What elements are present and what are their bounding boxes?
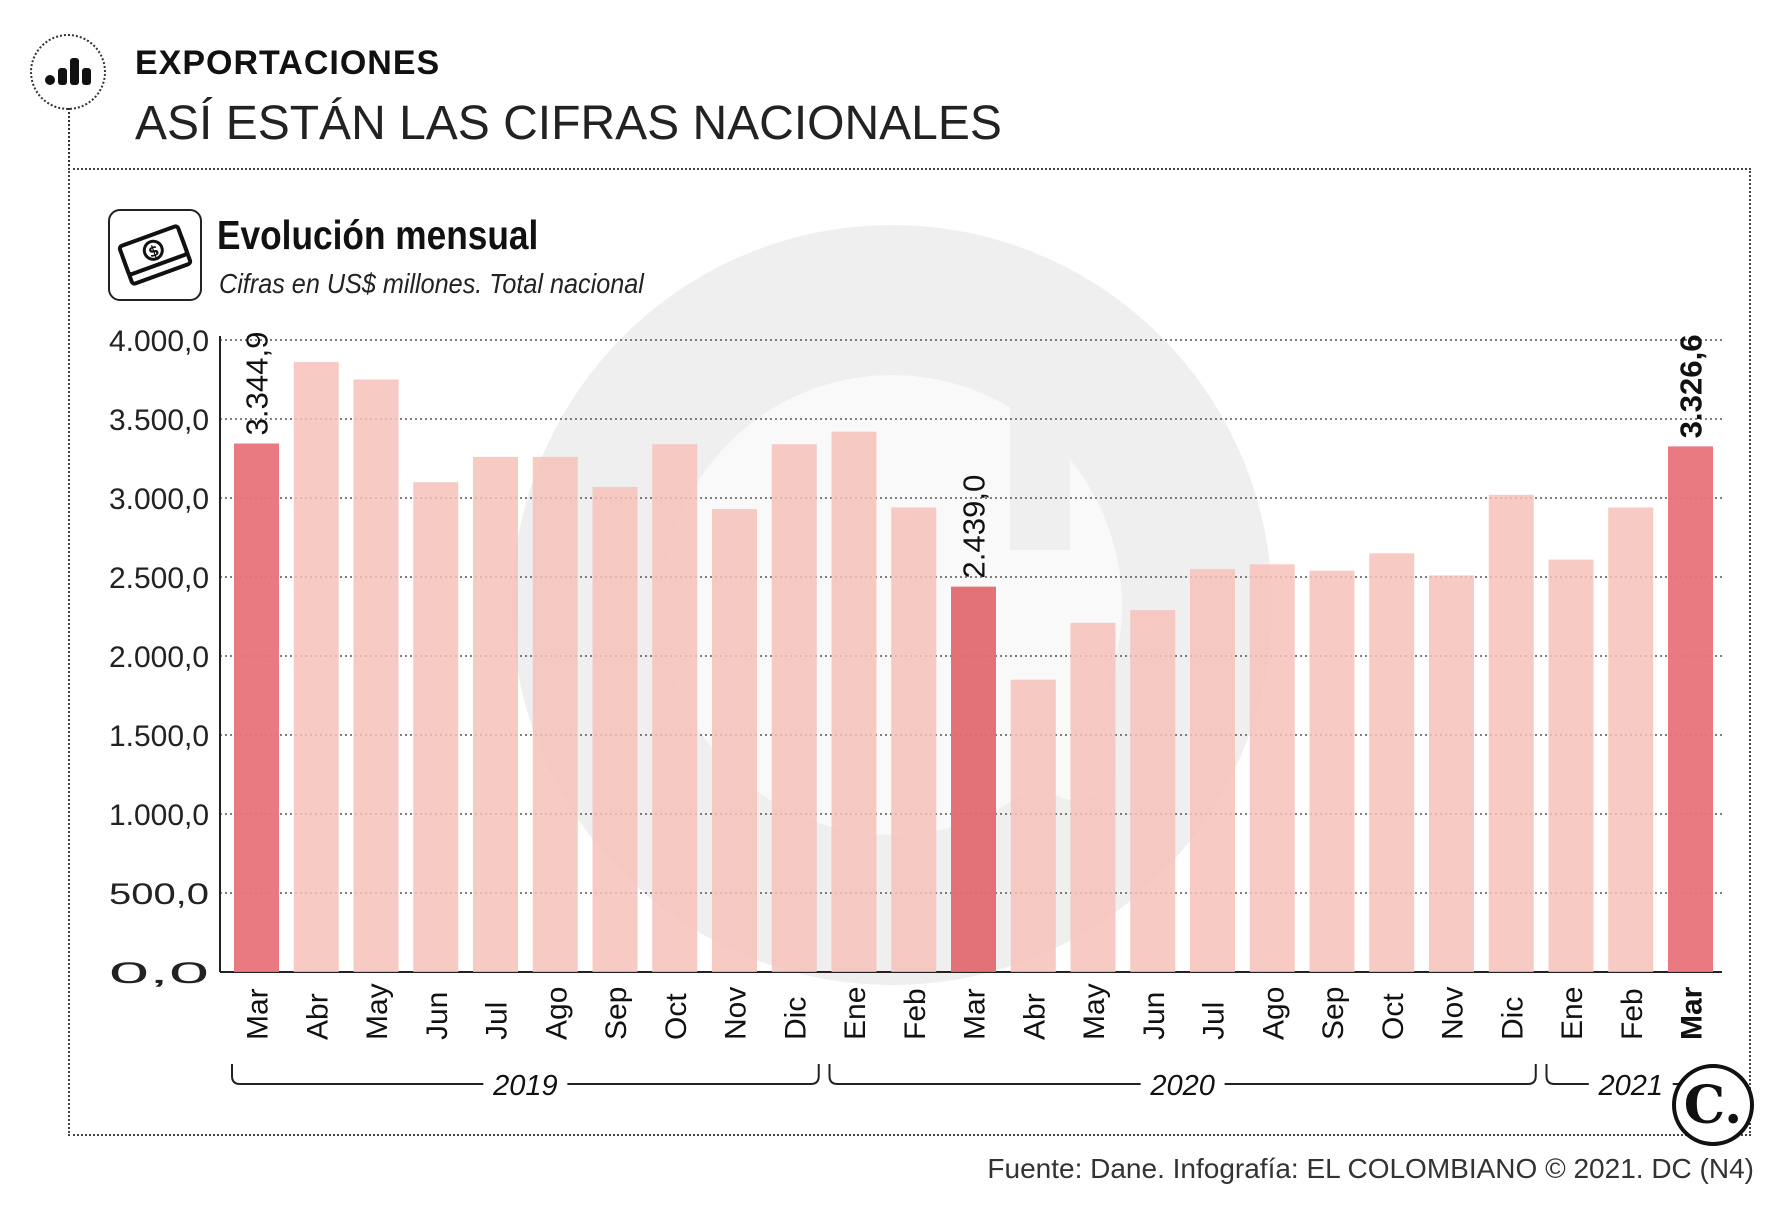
header-connector (68, 108, 70, 170)
money-icon: $ (108, 209, 202, 301)
bar-labels: 3.344,9 2.439,0 3.326,6 (240, 332, 1709, 579)
chart-title: Evolución mensual (217, 212, 539, 258)
year-bracket (828, 1064, 1537, 1085)
bar-12 (891, 507, 937, 972)
bar-10 (771, 444, 817, 972)
section-title: EXPORTACIONES (135, 44, 441, 82)
chart-frame (68, 168, 1751, 1136)
bar-19 (1309, 570, 1355, 972)
bar-2 (293, 362, 339, 972)
x-tick-label: May (1078, 983, 1111, 1040)
bar-20 (1369, 553, 1415, 972)
y-tick-label: 2.000,0 (109, 641, 209, 674)
bar-22 (1488, 494, 1534, 972)
x-tick-label: Dic (779, 997, 812, 1040)
bar-13 (951, 586, 996, 972)
bar-value-label: 3.344,9 (240, 332, 275, 436)
bar-15 (1070, 622, 1116, 972)
x-tick-label: Mar (959, 988, 992, 1040)
x-tick-label: Jun (1138, 992, 1171, 1040)
bar-17 (1190, 569, 1235, 972)
headline: ASÍ ESTÁN LAS CIFRAS NACIONALES (135, 97, 1002, 150)
y-tick-label: 1.500,0 (109, 720, 209, 753)
bar-chart-icon-graphic (45, 58, 91, 85)
bar-21 (1429, 575, 1474, 972)
x-tick-label: Abr (1018, 993, 1051, 1040)
y-tick-label: 500,0 (109, 878, 209, 911)
source-credit: Fuente: Dane. Infografía: EL COLOMBIANO … (987, 1153, 1754, 1184)
bars (234, 362, 1713, 972)
year-label: 2020 (1149, 1070, 1215, 1102)
bar-9 (712, 509, 757, 972)
year-label: 2019 (492, 1070, 558, 1102)
x-tick-label: Jul (481, 1002, 514, 1040)
x-tick-label: Ene (839, 987, 872, 1040)
x-tick-label: Abr (301, 993, 334, 1040)
bar-18 (1249, 564, 1295, 972)
year-label: 2021 (1597, 1070, 1663, 1102)
x-tick-label: Sep (1317, 987, 1350, 1040)
x-tick-label: Ago (1257, 987, 1290, 1040)
x-tick-label: Feb (1616, 988, 1649, 1040)
bar-7 (592, 486, 638, 972)
y-tick-label: 3.500,0 (109, 404, 209, 437)
x-tick-label: Nov (1437, 987, 1470, 1040)
x-tick-label: Oct (660, 993, 693, 1040)
bar-value-label: 3.326,6 (1674, 334, 1709, 438)
y-tick-label: 1.000,0 (109, 799, 209, 832)
y-tick-label: 4.000,0 (109, 325, 209, 358)
x-tick-label: Mar (1676, 986, 1709, 1040)
x-tick-label: Feb (899, 988, 932, 1040)
bar-23 (1548, 559, 1594, 972)
x-tick-label: May (361, 983, 394, 1040)
x-axis-ticks: Mar Abr May Jun Jul Ago Sep Oct Nov Dic Ene Feb Mar A… (242, 983, 1709, 1040)
money-icon-graphic: $ (117, 224, 193, 286)
x-tick-label: Jun (421, 992, 454, 1040)
y-axis-ticks: 4.000,0 3.500,0 3.000,0 2.500,0 2.000,0 1.500… (109, 325, 209, 990)
bar-6 (532, 456, 578, 972)
bar-25 (1668, 446, 1713, 972)
x-tick-label: Nov (720, 987, 753, 1040)
x-tick-label: Ene (1556, 987, 1589, 1040)
el-colombiano-logo: C. (1672, 1064, 1754, 1146)
bar-16 (1130, 610, 1176, 972)
x-tick-label: Oct (1377, 993, 1410, 1040)
y-tick-label: 2.500,0 (109, 562, 209, 595)
year-bracket (231, 1064, 820, 1085)
year-brackets: 2019 2020 2021 (231, 1064, 1716, 1102)
bar-1 (234, 443, 279, 972)
bar-value-label: 2.439,0 (957, 475, 992, 579)
bar-24 (1608, 507, 1654, 972)
bar-14 (1010, 679, 1056, 972)
bar-11 (831, 431, 877, 972)
chart-subtitle: Cifras en US$ millones. Total nacional (219, 268, 644, 299)
x-tick-label: Sep (600, 987, 633, 1040)
x-tick-label: Jul (1198, 1002, 1231, 1040)
bar-8 (652, 444, 698, 972)
x-tick-label: Ago (540, 987, 573, 1040)
bar-4 (413, 482, 459, 972)
x-tick-label: Dic (1496, 997, 1529, 1040)
y-tick-label: 3.000,0 (109, 483, 209, 516)
bar-3 (353, 379, 399, 972)
y-tick-label: 0,0 (109, 957, 209, 990)
bar-5 (473, 456, 518, 972)
x-tick-label: Mar (242, 988, 275, 1040)
